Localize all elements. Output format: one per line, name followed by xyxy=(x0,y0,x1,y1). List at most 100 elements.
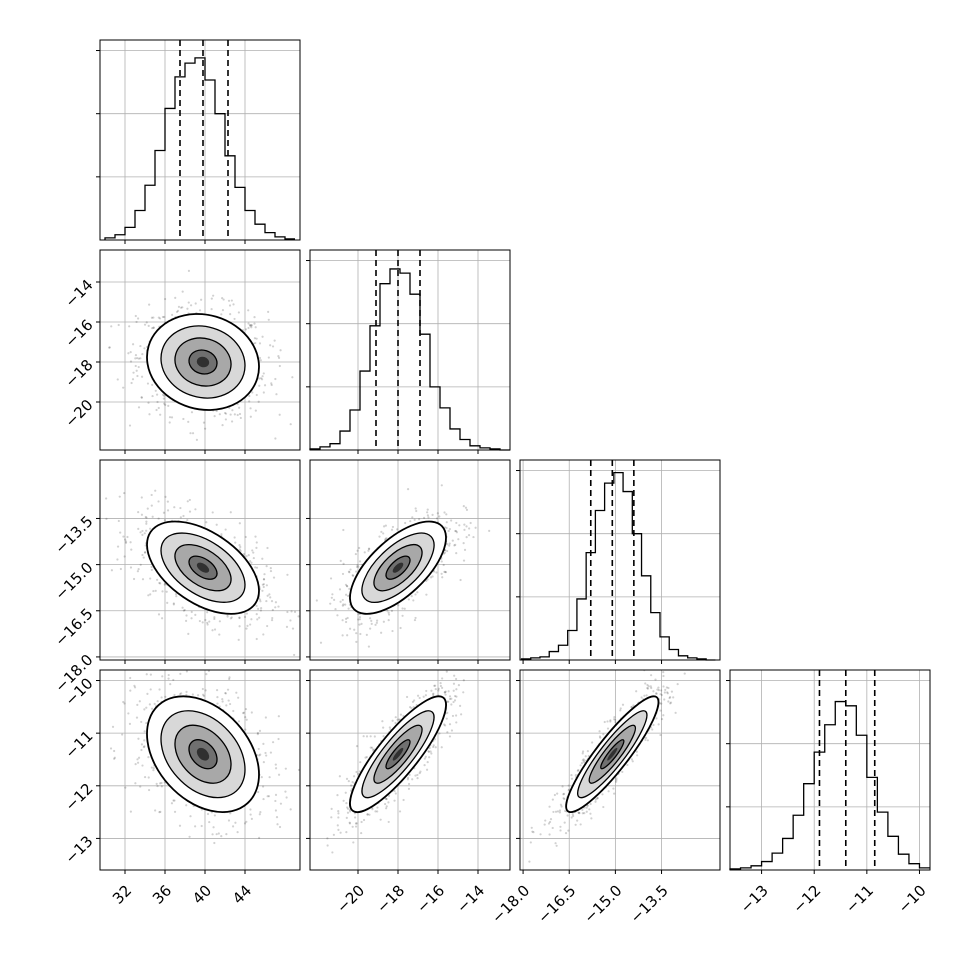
scatter-point xyxy=(382,620,385,623)
scatter-point xyxy=(297,768,300,772)
scatter-point xyxy=(207,670,211,673)
scatter-point xyxy=(137,406,141,409)
scatter-point xyxy=(155,408,158,412)
scatter-point xyxy=(403,607,406,610)
scatter-point xyxy=(179,516,182,519)
scatter-point xyxy=(270,600,274,603)
scatter-point xyxy=(122,700,125,704)
scatter-point xyxy=(194,302,197,305)
histogram-line xyxy=(104,57,295,240)
scatter-point xyxy=(230,299,233,302)
scatter-point xyxy=(409,706,412,709)
scatter-point xyxy=(547,822,551,825)
scatter-point xyxy=(236,413,239,417)
scatter-point xyxy=(360,622,363,625)
scatter-point xyxy=(172,678,175,682)
scatter-point xyxy=(187,420,190,423)
scatter-point xyxy=(144,515,147,519)
scatter-point xyxy=(346,634,349,637)
scatter-point xyxy=(140,396,143,399)
scatter-point xyxy=(351,574,354,577)
scatter-point xyxy=(117,519,120,523)
scatter-point xyxy=(446,543,449,546)
scatter-point xyxy=(544,819,547,822)
scatter-point xyxy=(149,577,152,580)
scatter-point xyxy=(110,325,113,328)
scatter-point xyxy=(468,527,471,530)
scatter-point xyxy=(182,514,185,518)
scatter-point xyxy=(262,578,266,581)
scatter-point xyxy=(289,808,292,811)
scatter-point xyxy=(150,565,153,568)
scatter-point xyxy=(143,551,147,554)
scatter-point xyxy=(262,391,265,394)
scatter-point xyxy=(365,755,368,759)
scatter-point xyxy=(147,324,150,328)
scatter-point xyxy=(245,718,248,721)
scatter-point xyxy=(166,601,169,604)
scatter-point xyxy=(329,577,333,580)
scatter-point xyxy=(416,777,419,780)
scatter-point xyxy=(429,576,433,579)
scatter-point xyxy=(277,354,280,358)
scatter-point xyxy=(139,531,142,534)
scatter-point xyxy=(185,670,189,673)
scatter-point xyxy=(448,527,451,531)
scatter-point xyxy=(145,516,148,519)
scatter-point xyxy=(612,787,615,790)
scatter-point xyxy=(370,746,374,749)
scatter-point xyxy=(181,306,184,309)
scatter-point xyxy=(706,641,708,643)
scatter-point xyxy=(269,344,272,347)
scatter-point xyxy=(229,413,232,416)
scatter-point xyxy=(422,695,425,698)
scatter-point xyxy=(137,365,140,369)
scatter-point xyxy=(238,522,241,525)
scatter-point xyxy=(161,315,165,319)
scatter-point xyxy=(277,605,280,608)
scatter-point xyxy=(344,617,348,620)
scatter-point xyxy=(448,542,451,545)
scatter-point xyxy=(269,567,272,570)
scatter-point xyxy=(148,413,151,416)
scatter-point xyxy=(585,810,588,813)
scatter-point xyxy=(356,564,359,567)
scatter-point xyxy=(180,306,183,309)
scatter-point xyxy=(354,822,358,825)
scatter-point xyxy=(116,378,119,381)
scatter-point xyxy=(609,719,612,722)
scatter-point xyxy=(135,320,138,324)
scatter-point xyxy=(331,593,334,596)
scatter-point xyxy=(196,694,200,697)
scatter-point xyxy=(134,364,137,368)
scatter-point xyxy=(646,686,649,690)
scatter-point xyxy=(457,538,460,541)
scatter-point xyxy=(440,686,444,689)
scatter-point xyxy=(665,686,668,689)
scatter-point xyxy=(271,616,274,620)
scatter-point xyxy=(355,565,359,569)
scatter-point xyxy=(445,670,448,673)
scatter-point xyxy=(265,754,268,757)
scatter-point xyxy=(127,712,130,715)
scatter-point xyxy=(277,356,281,360)
scatter-point xyxy=(95,557,97,559)
scatter-point xyxy=(152,326,155,329)
scatter-point xyxy=(414,593,417,596)
scatter-point xyxy=(224,412,228,415)
scatter-point xyxy=(428,746,431,750)
scatter-point xyxy=(286,573,289,576)
scatter-point xyxy=(357,565,360,568)
scatter-point xyxy=(254,326,257,329)
scatter-point xyxy=(169,683,172,686)
scatter-point xyxy=(226,615,229,618)
scatter-point xyxy=(245,612,249,615)
scatter-point xyxy=(146,692,149,695)
scatter-point xyxy=(407,787,411,790)
scatter-point xyxy=(261,335,264,338)
scatter-point xyxy=(253,337,257,340)
scatter-point xyxy=(358,560,362,563)
scatter-point xyxy=(576,819,579,822)
scatter-point xyxy=(169,451,171,453)
scatter-point xyxy=(348,587,351,590)
